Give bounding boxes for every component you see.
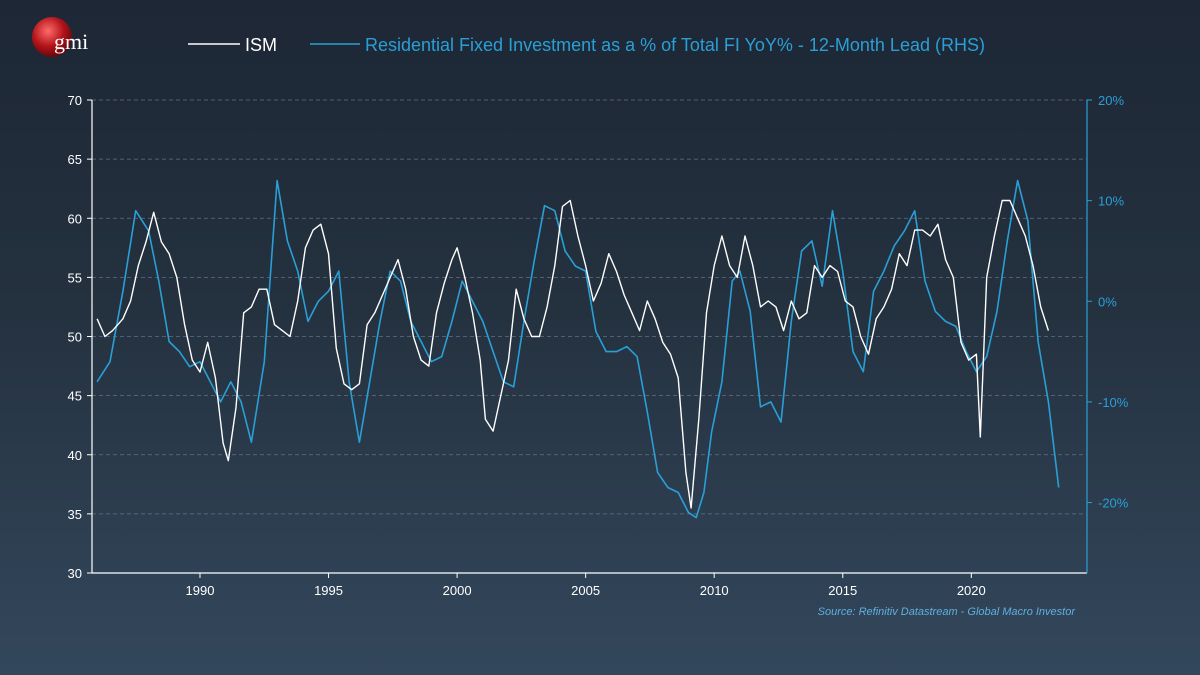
axes: 30 35 40 45 50 55 60 65 70 -20% -10% 0% 10% 20% 1990 19… [68, 93, 1129, 598]
y-right-tick-label: -10% [1098, 395, 1129, 410]
y-left-tick-label: 60 [68, 211, 82, 226]
y-right-tick-label: 10% [1098, 194, 1124, 209]
legend-label-resi: Residential Fixed Investment as a % of T… [365, 35, 985, 55]
x-tick-label: 1990 [186, 583, 215, 598]
globe-icon [32, 17, 72, 57]
x-tick-label: 1995 [314, 583, 343, 598]
y-left-tick-label: 40 [68, 448, 82, 463]
legend: ISM Residential Fixed Investment as a % … [188, 35, 985, 55]
y-left-tick-label: 65 [68, 152, 82, 167]
y-left-tick-label: 70 [68, 93, 82, 108]
gmi-logo: gmi [32, 17, 88, 57]
y-left-tick-label: 50 [68, 330, 82, 345]
gridlines [92, 99, 1087, 515]
y-left-tick-label: 30 [68, 566, 82, 581]
series-line-ism [96, 199, 1050, 509]
logo-text: gmi [54, 29, 88, 54]
y-left-tick-label: 45 [68, 389, 82, 404]
x-tick-label: 2010 [700, 583, 729, 598]
y-right-tick-label: 0% [1098, 294, 1117, 309]
x-tick-label: 2005 [571, 583, 600, 598]
y-left-tick-label: 55 [68, 270, 82, 285]
x-tick-label: 2015 [828, 583, 857, 598]
x-tick-label: 2020 [957, 583, 986, 598]
series-line-residential [96, 179, 1060, 519]
x-tick-label: 2000 [443, 583, 472, 598]
legend-label-ism: ISM [245, 35, 277, 55]
series-lines [96, 179, 1060, 519]
y-left-tick-label: 35 [68, 507, 82, 522]
source-note: Source: Refinitiv Datastream - Global Ma… [818, 606, 1077, 618]
y-right-tick-label: -20% [1098, 496, 1129, 511]
y-right-tick-label: 20% [1098, 93, 1124, 108]
